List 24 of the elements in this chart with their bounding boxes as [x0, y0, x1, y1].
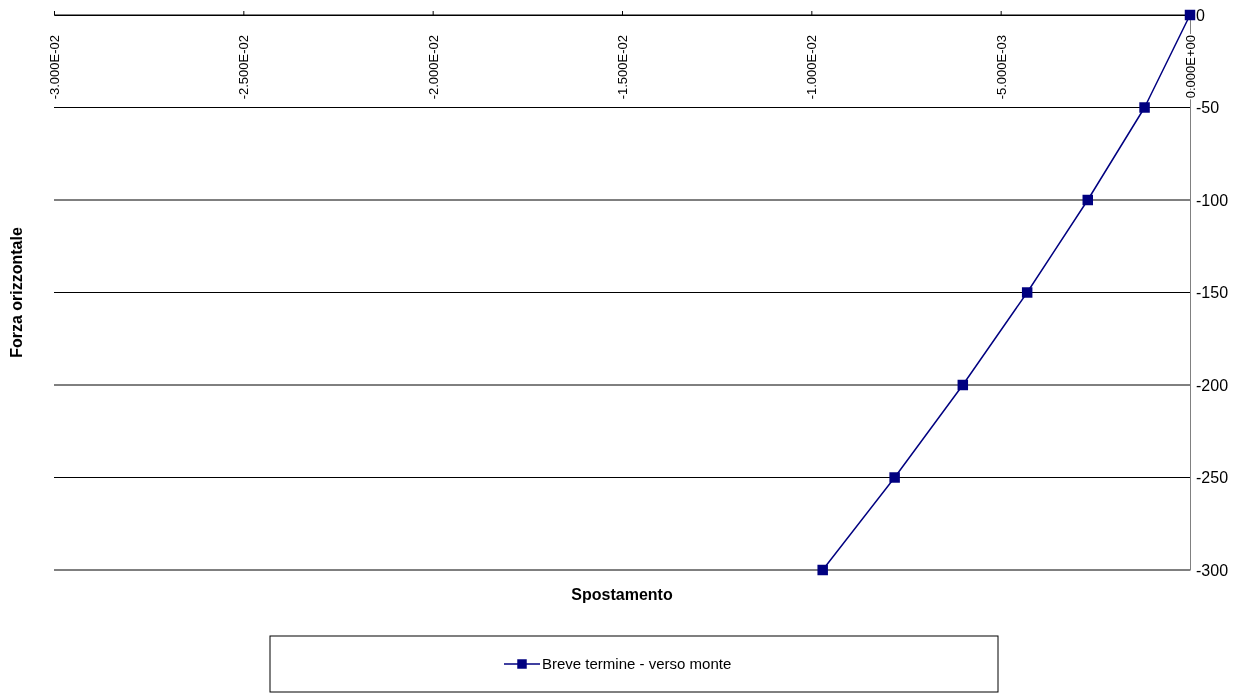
point	[889, 472, 900, 483]
y-tick-label: -250	[1196, 469, 1229, 487]
point	[957, 379, 969, 391]
x-tick-label: -5.000E-03	[993, 35, 1009, 100]
y-tick-label: -50	[1196, 99, 1220, 117]
point	[817, 564, 828, 576]
y-tick-label: -100	[1196, 191, 1229, 209]
x-tick-label: -3.000E-02	[47, 35, 63, 100]
y-tick-label: -200	[1196, 376, 1229, 394]
point	[1021, 287, 1033, 298]
y-axis-title: Forza orizzontale	[8, 227, 25, 358]
x-axis-title: Spostamento	[571, 586, 673, 603]
point	[1082, 194, 1093, 206]
x-tick-label: 0.000E+00	[1183, 35, 1199, 99]
point	[1184, 9, 1196, 21]
point	[1139, 102, 1150, 113]
x-tick-label: -1.500E-02	[615, 35, 631, 100]
x-tick-label: -2.500E-02	[236, 35, 252, 100]
x-tick-label: -2.000E-02	[425, 35, 441, 100]
y-tick-label: 0	[1196, 6, 1205, 24]
x-tick-label: -1.000E-02	[804, 35, 820, 100]
y-tick-label: -150	[1196, 284, 1229, 302]
legend-label: Breve termine - verso monte	[542, 655, 732, 673]
y-tick-label: -300	[1196, 561, 1229, 579]
